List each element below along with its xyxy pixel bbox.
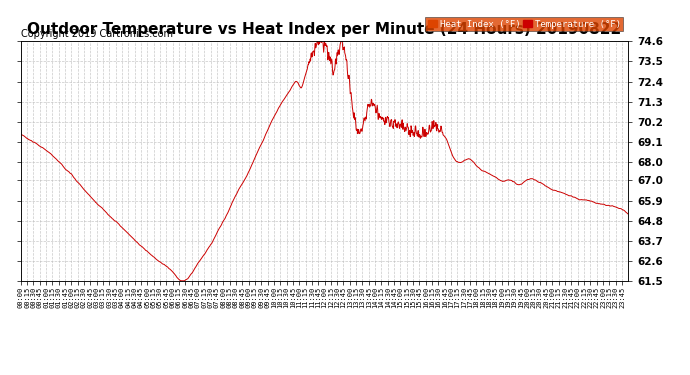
Title: Outdoor Temperature vs Heat Index per Minute (24 Hours) 20190822: Outdoor Temperature vs Heat Index per Mi…: [27, 22, 622, 37]
Legend: Heat Index (°F), Temperature (°F): Heat Index (°F), Temperature (°F): [425, 17, 623, 32]
Text: Copyright 2019 Cartronics.com: Copyright 2019 Cartronics.com: [21, 29, 172, 39]
